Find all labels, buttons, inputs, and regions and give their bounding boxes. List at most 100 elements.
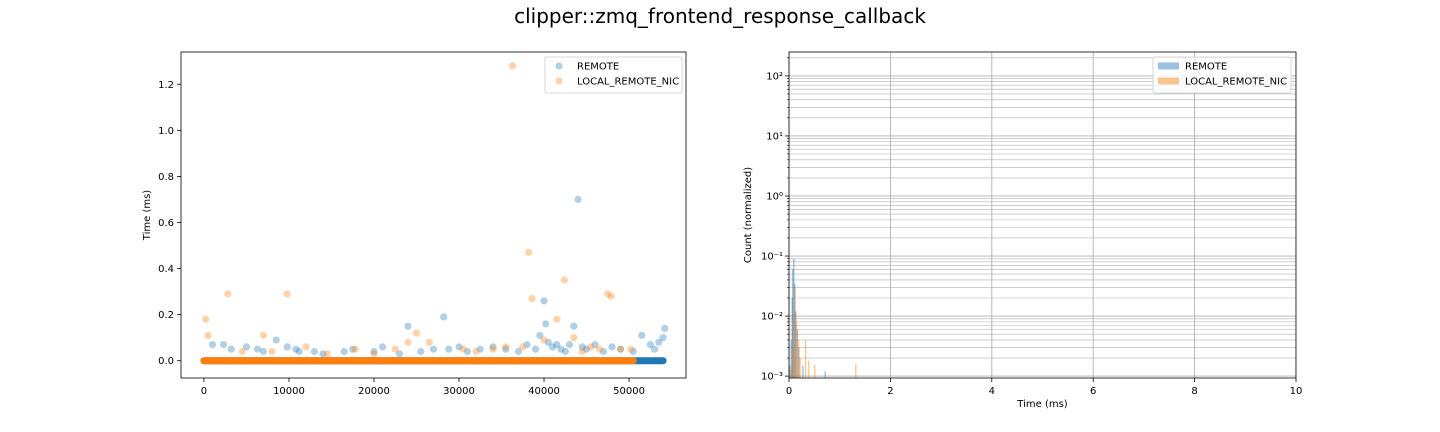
y-tick-label: 1.2 xyxy=(158,80,174,91)
series-0-bar xyxy=(789,365,791,378)
series-0-point xyxy=(283,343,291,351)
y-axis-label: Time (ms) xyxy=(142,190,153,242)
histogram-grid xyxy=(789,52,1296,378)
series-1-point xyxy=(202,315,210,323)
series-0-point xyxy=(629,347,637,356)
series-0-point xyxy=(599,347,608,356)
y-tick-label: 0.8 xyxy=(158,172,174,183)
series-0-point xyxy=(650,345,659,353)
series-0-point xyxy=(557,345,565,353)
legend-label: LOCAL_REMOTE_NIC xyxy=(577,77,679,88)
series-1-bar xyxy=(790,369,792,378)
series-1-point xyxy=(616,345,625,353)
series-0-point xyxy=(349,345,357,353)
series-0-point xyxy=(259,347,268,356)
series-1-point xyxy=(570,334,578,342)
series-1-bar xyxy=(799,358,801,378)
series-1-point xyxy=(391,345,399,353)
series-1-bar xyxy=(792,347,794,378)
legend-box xyxy=(1152,56,1292,94)
x-tick-label: 50000 xyxy=(613,386,645,397)
series-0-point xyxy=(578,343,586,351)
series-1-point xyxy=(370,350,378,358)
series-0-point xyxy=(319,350,327,358)
series-0-point xyxy=(514,347,523,356)
series-0-bar xyxy=(796,329,799,378)
series-0-bar xyxy=(791,297,793,378)
x-tick-label: 10 xyxy=(1290,386,1303,397)
series-1-point xyxy=(302,343,310,351)
series-1-bar xyxy=(794,287,796,378)
y-tick-label: 10⁰ xyxy=(766,191,783,202)
series-1-point xyxy=(578,347,586,356)
series-1-bar xyxy=(793,313,795,378)
y-tick-label: 10⁻² xyxy=(761,312,783,323)
series-1-point xyxy=(323,350,331,358)
histogram-plot: 0 2 4 6 8 10 10⁻³ 10⁻² 10⁻¹ 10⁰ 10¹ 10² Time (ms) Cou… xyxy=(743,51,1303,410)
series-1-point xyxy=(472,347,480,356)
series-0-point xyxy=(608,343,616,351)
series-1-point xyxy=(604,290,612,298)
series-1-point xyxy=(489,345,497,353)
series-0-point xyxy=(404,322,412,330)
scatter-points xyxy=(200,62,669,365)
series-0-point xyxy=(540,297,548,305)
legend-marker xyxy=(555,77,563,85)
series-1-point xyxy=(224,290,232,298)
series-0-point xyxy=(445,345,453,353)
legend-box xyxy=(544,56,683,94)
series-1-point xyxy=(519,343,527,351)
series-0-point xyxy=(553,340,561,349)
series-0-point xyxy=(565,340,574,349)
series-0-bar xyxy=(793,258,795,378)
series-0-point xyxy=(395,350,404,358)
x-tick-label: 8 xyxy=(1191,386,1197,397)
series-0-bar xyxy=(792,269,794,378)
series-0-point xyxy=(536,331,544,339)
series-1-point xyxy=(351,345,359,353)
x-tick-label: 40000 xyxy=(528,386,560,397)
series-0-point xyxy=(310,347,319,356)
series-0-point xyxy=(548,343,557,351)
y-tick-label: 0.6 xyxy=(158,218,174,229)
series-1-bar xyxy=(855,363,857,378)
series-1-point xyxy=(525,248,533,257)
series-0-point xyxy=(208,340,217,349)
series-1-point xyxy=(238,347,246,356)
y-axis-label: Count (normalized) xyxy=(743,167,754,263)
series-0-point xyxy=(646,340,654,349)
series-0-point xyxy=(661,324,669,333)
series-0-point xyxy=(523,340,531,349)
scatter-plot: 0 10000 20000 30000 40000 50000 0.0 0.2 0.4 0.6 0.… xyxy=(142,51,687,397)
series-0-point xyxy=(440,313,448,321)
x-tick-label: 0 xyxy=(786,386,792,397)
scatter-legend: REMOTE LOCAL_REMOTE_NIC xyxy=(544,56,683,94)
legend-label: REMOTE xyxy=(1185,62,1227,73)
x-tick-label: 30000 xyxy=(443,386,475,397)
series-1-point xyxy=(607,292,615,300)
series-0-point xyxy=(242,343,251,351)
y-tick-label: 0.0 xyxy=(158,356,174,367)
series-1-point xyxy=(540,336,548,344)
series-1-point xyxy=(553,315,561,323)
series-0-point xyxy=(340,347,348,356)
y-tick-label: 1.0 xyxy=(158,126,174,137)
x-tick-label: 4 xyxy=(989,386,995,397)
series-0-point xyxy=(295,347,303,356)
x-tick-label: 2 xyxy=(887,386,893,397)
series-0-bar xyxy=(802,365,804,378)
series-1-point xyxy=(283,290,291,298)
series-1-point xyxy=(268,347,276,356)
y-tick-label: 10² xyxy=(766,71,783,82)
series-1-point xyxy=(259,331,268,339)
series-0-point xyxy=(292,345,300,353)
series-0-bar xyxy=(790,339,792,378)
series-1-point xyxy=(587,343,595,351)
series-1-point xyxy=(425,338,433,346)
series-0-point xyxy=(659,334,667,342)
x-tick-label: 20000 xyxy=(358,386,390,397)
series-0-point xyxy=(531,345,540,353)
y-tick-label: 0.2 xyxy=(158,310,174,321)
series-1-bar xyxy=(814,365,816,378)
